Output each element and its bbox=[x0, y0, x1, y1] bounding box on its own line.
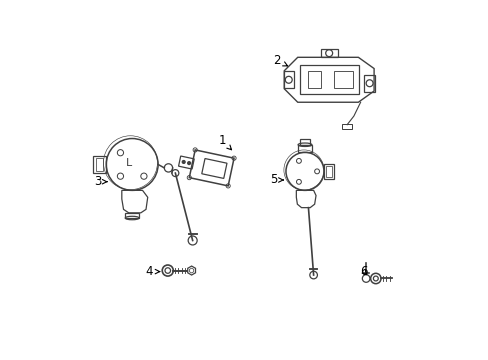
Bar bbox=[298, 145, 311, 152]
Bar bbox=[96, 158, 103, 171]
Bar bbox=[334, 71, 353, 89]
Bar bbox=[341, 124, 352, 129]
Text: L: L bbox=[125, 158, 132, 168]
Bar bbox=[325, 166, 331, 177]
Text: 4: 4 bbox=[145, 265, 159, 278]
Circle shape bbox=[187, 162, 190, 165]
Bar bbox=[299, 139, 309, 145]
Bar bbox=[320, 49, 337, 57]
Text: 5: 5 bbox=[270, 174, 283, 186]
Text: 2: 2 bbox=[273, 54, 287, 67]
Bar bbox=[283, 71, 293, 89]
Bar bbox=[125, 213, 139, 218]
Text: 6: 6 bbox=[359, 265, 366, 278]
Text: 1: 1 bbox=[218, 134, 231, 150]
Bar bbox=[308, 71, 320, 89]
Bar bbox=[364, 75, 374, 92]
Text: 3: 3 bbox=[94, 175, 107, 188]
Bar bbox=[93, 156, 106, 173]
Circle shape bbox=[182, 161, 184, 163]
Bar bbox=[324, 164, 334, 179]
